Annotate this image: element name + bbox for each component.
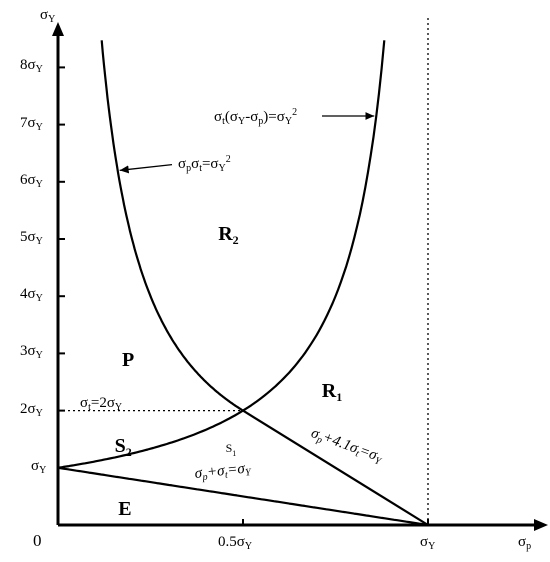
- x-tick-label: 0.5σY: [218, 534, 253, 552]
- annotation-upper-curve: σt(σY-σp)=σY2: [214, 107, 298, 127]
- series-line-0: [100, 40, 244, 412]
- x-axis-arrow: [534, 519, 548, 531]
- y-tick-label: 6σY: [20, 171, 43, 190]
- annotation-hline: σt=2σY: [80, 395, 123, 413]
- series-line-2: [242, 409, 429, 526]
- region-label-r2: R2: [218, 223, 239, 248]
- y-tick-label: σY: [31, 457, 47, 476]
- series-line-3: [57, 466, 429, 527]
- region-label-p: P: [122, 348, 135, 371]
- annotation-arrow-hyperbola: [119, 163, 173, 174]
- y-tick-label: 7σY: [20, 114, 43, 133]
- y-tick-label: 3σY: [20, 343, 43, 362]
- y-tick-label: 5σY: [20, 229, 43, 247]
- origin-label: 0: [33, 531, 42, 550]
- annotation-hyperbola: σpσt=σY2: [178, 154, 231, 174]
- region-label-r1: R1: [321, 380, 343, 405]
- y-tick-label: 8σY: [20, 57, 43, 76]
- series-line-1: [57, 40, 386, 469]
- x-tick-label: σY: [420, 534, 436, 552]
- y-tick-label: 2σY: [20, 400, 43, 419]
- x-axis-label: σp: [518, 534, 532, 552]
- y-tick-label: 4σY: [20, 286, 43, 305]
- region-label-e: E: [118, 497, 132, 520]
- region-label-s2: S2: [114, 434, 132, 459]
- region-label-s1: S1: [225, 440, 237, 458]
- y-axis-arrow: [52, 22, 64, 36]
- y-axis-label: σY: [40, 7, 56, 25]
